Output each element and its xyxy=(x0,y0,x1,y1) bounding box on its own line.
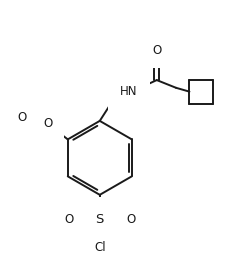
Text: O: O xyxy=(17,111,26,124)
Text: O: O xyxy=(64,213,74,226)
Text: HN: HN xyxy=(120,85,138,98)
Text: O: O xyxy=(126,213,135,226)
Text: O: O xyxy=(152,44,161,57)
Text: Cl: Cl xyxy=(94,241,106,254)
Text: S: S xyxy=(96,213,104,226)
Text: O: O xyxy=(43,118,52,131)
